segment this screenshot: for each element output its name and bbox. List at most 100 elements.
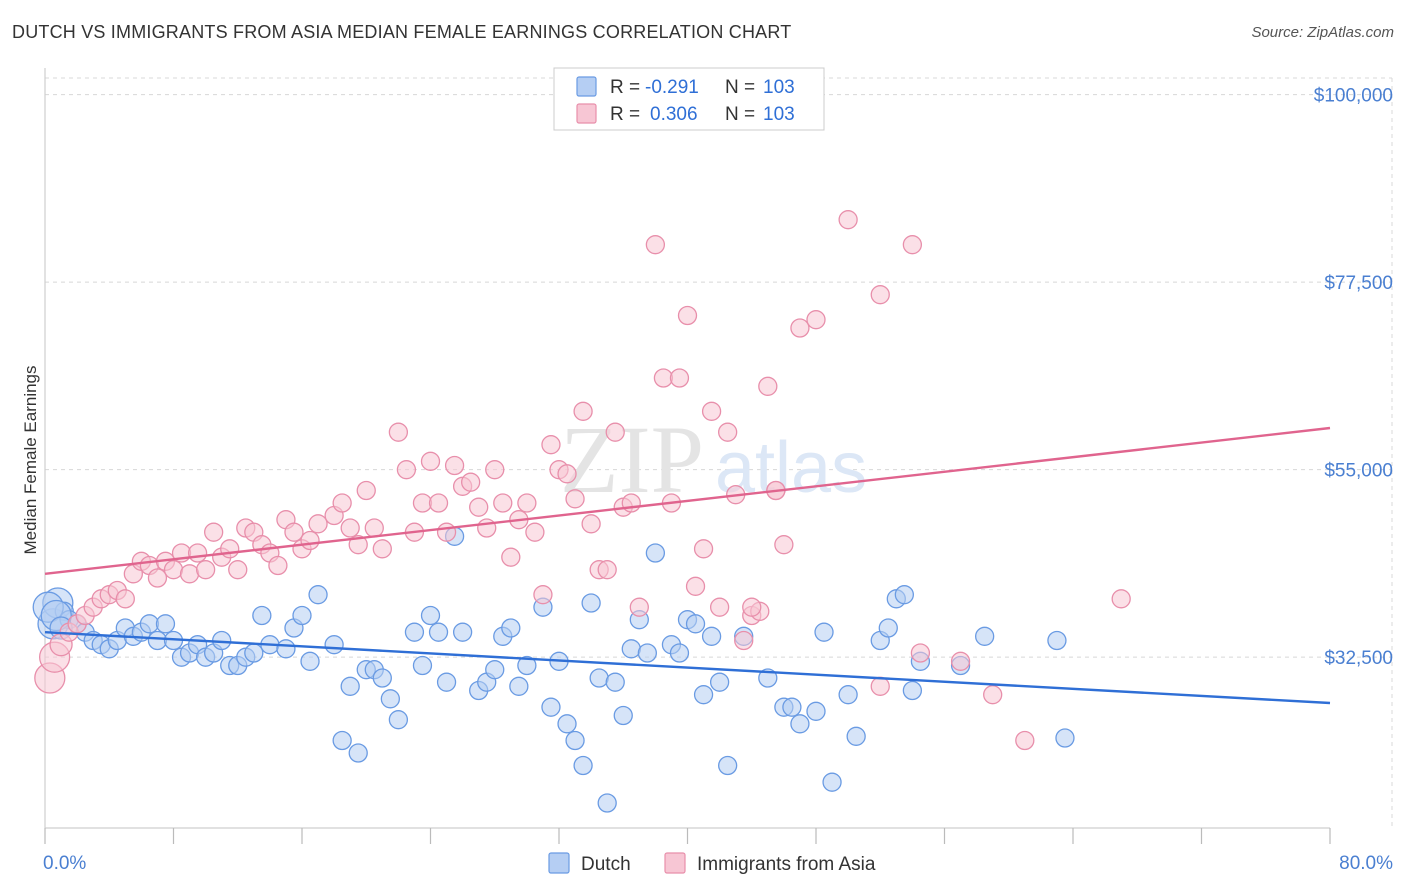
asia-point bbox=[910, 643, 931, 663]
asia-point bbox=[493, 493, 513, 513]
y-tick-labels: $32,500 $55,000 $77,500 $100,000 bbox=[1314, 86, 1393, 670]
asia-point bbox=[300, 530, 320, 551]
asia-point bbox=[501, 547, 521, 567]
dutch-trend-line bbox=[44, 630, 1331, 705]
dutch-point bbox=[597, 793, 617, 813]
dutch-point bbox=[517, 655, 537, 676]
dutch-point bbox=[292, 605, 312, 626]
dutch-point bbox=[621, 639, 641, 659]
asia-point bbox=[444, 455, 465, 476]
legend-swatch-dutch bbox=[576, 76, 597, 97]
y-axis-label: Median Female Earnings bbox=[21, 366, 40, 555]
asia-point bbox=[436, 522, 457, 542]
dutch-point bbox=[701, 626, 722, 646]
dutch-point bbox=[613, 705, 633, 726]
dutch-point bbox=[244, 643, 264, 663]
asia-point bbox=[838, 210, 858, 230]
dutch-points bbox=[32, 526, 1075, 813]
asia-point bbox=[790, 318, 810, 338]
dutch-point bbox=[340, 676, 360, 696]
asia-point bbox=[372, 539, 392, 559]
legend-r-value-dutch: -0.291 bbox=[645, 77, 699, 98]
dutch-point bbox=[388, 710, 409, 730]
asia-point bbox=[742, 597, 762, 617]
legend-n-label-asia: N = bbox=[725, 104, 755, 125]
dutch-point bbox=[332, 730, 352, 751]
asia-point bbox=[228, 560, 248, 580]
x-tick-labels: 0.0% 80.0% bbox=[43, 853, 1393, 874]
asia-point bbox=[517, 493, 537, 513]
asia-point bbox=[147, 568, 168, 588]
dutch-point bbox=[380, 689, 400, 709]
asia-point bbox=[364, 518, 384, 538]
dutch-point bbox=[790, 714, 810, 734]
asia-point bbox=[533, 585, 553, 605]
x-tick-label-start: 0.0% bbox=[43, 853, 86, 874]
legend-swatch-asia bbox=[576, 103, 597, 124]
dutch-point bbox=[308, 585, 328, 605]
bottom-legend-label-asia: Immigrants from Asia bbox=[697, 854, 876, 875]
asia-point bbox=[565, 489, 585, 509]
legend-r-value-asia: 0.306 bbox=[650, 104, 698, 125]
asia-point bbox=[806, 310, 826, 330]
dutch-point bbox=[436, 672, 457, 692]
asia-point bbox=[340, 518, 360, 538]
asia-point bbox=[420, 451, 441, 471]
x-tick-label-end: 80.0% bbox=[1339, 853, 1393, 874]
dutch-point bbox=[669, 643, 690, 663]
dutch-point bbox=[147, 630, 168, 651]
asia-point bbox=[388, 422, 409, 442]
asia-point bbox=[163, 560, 184, 580]
asia-point bbox=[187, 543, 208, 563]
dutch-point bbox=[573, 755, 593, 776]
asia-point bbox=[541, 435, 561, 455]
asia-point bbox=[332, 493, 352, 513]
dutch-point bbox=[300, 651, 320, 671]
dutch-point bbox=[637, 643, 657, 663]
legend-r-label-dutch: R = bbox=[610, 77, 640, 98]
asia-point bbox=[204, 522, 224, 542]
dutch-point bbox=[348, 743, 368, 763]
asia-point bbox=[485, 460, 505, 480]
dutch-point bbox=[557, 714, 577, 734]
chart-source: Source: ZipAtlas.com bbox=[1251, 24, 1394, 41]
asia-point bbox=[348, 535, 368, 555]
bottom-legend-swatch-dutch bbox=[548, 852, 570, 874]
asia-point bbox=[573, 401, 593, 421]
asia-point bbox=[701, 401, 722, 421]
asia-point bbox=[677, 305, 698, 326]
bottom-legend-swatch-asia bbox=[664, 852, 686, 874]
dutch-point bbox=[139, 614, 160, 634]
dutch-point bbox=[509, 676, 529, 696]
dutch-point bbox=[758, 668, 778, 688]
asia-point bbox=[308, 514, 328, 534]
dutch-point bbox=[645, 543, 666, 563]
dutch-point bbox=[452, 622, 473, 642]
y-tick-label-3: $100,000 bbox=[1314, 86, 1393, 107]
legend-r-label-asia: R = bbox=[610, 104, 640, 125]
dutch-point bbox=[276, 639, 296, 659]
asia-point bbox=[284, 522, 304, 542]
dutch-point bbox=[1055, 728, 1075, 748]
asia-point bbox=[557, 464, 577, 484]
dutch-point bbox=[709, 672, 730, 692]
dutch-point bbox=[155, 614, 176, 634]
y-tick-label-2: $77,500 bbox=[1324, 273, 1393, 294]
asia-point bbox=[396, 460, 417, 480]
dutch-point bbox=[252, 605, 272, 626]
dutch-point bbox=[846, 726, 866, 746]
dutch-point bbox=[324, 635, 344, 655]
asia-point bbox=[356, 480, 376, 501]
dutch-point bbox=[565, 730, 585, 751]
asia-point bbox=[950, 651, 971, 671]
asia-points bbox=[34, 210, 1131, 751]
asia-point bbox=[220, 539, 240, 559]
dutch-point bbox=[894, 585, 914, 605]
asia-point bbox=[115, 589, 135, 609]
dutch-point bbox=[581, 593, 601, 613]
asia-point bbox=[179, 564, 200, 584]
asia-point bbox=[669, 368, 690, 388]
dutch-point bbox=[814, 622, 834, 642]
asia-point bbox=[645, 235, 666, 255]
